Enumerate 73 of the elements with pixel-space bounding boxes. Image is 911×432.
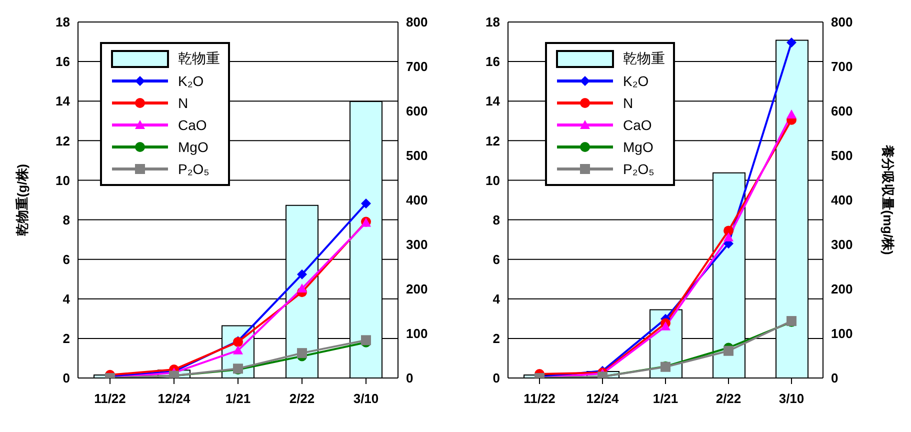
y2-tick-label: 400 bbox=[831, 192, 853, 208]
y2-tick-label: 800 bbox=[406, 14, 428, 30]
y-tick-label: 4 bbox=[62, 292, 71, 307]
y2-tick-label: 300 bbox=[406, 237, 428, 252]
point bbox=[297, 348, 307, 358]
y-tick-label: 8 bbox=[492, 212, 500, 228]
legend-label: N bbox=[178, 95, 188, 111]
y-tick-label: 14 bbox=[486, 94, 501, 109]
y2-tick-label: 300 bbox=[831, 237, 853, 252]
y-tick-label: 4 bbox=[492, 292, 501, 307]
x-tick-label: 11/22 bbox=[524, 391, 556, 406]
y-tick-label: 14 bbox=[56, 94, 71, 109]
legend-label: 乾物重 bbox=[178, 50, 220, 68]
x-tick-label: 12/24 bbox=[158, 391, 192, 406]
y-tick-label: 0 bbox=[492, 370, 500, 386]
x-tick-label: 2/22 bbox=[716, 391, 742, 406]
y-tick-label: 18 bbox=[486, 14, 500, 30]
y-tick-label: 12 bbox=[56, 133, 70, 148]
legend-label: MgO bbox=[623, 139, 654, 155]
point bbox=[724, 226, 734, 236]
x-tick-label: 3/10 bbox=[778, 391, 804, 406]
y2-tick-label: 400 bbox=[406, 192, 428, 208]
point bbox=[724, 232, 734, 242]
legend-label: MgO bbox=[178, 139, 208, 155]
legend-label: CaO bbox=[623, 117, 652, 133]
y-axis-title: 乾物重(g/株) bbox=[14, 164, 30, 236]
y-tick-label: 2 bbox=[492, 331, 500, 346]
y-tick-label: 16 bbox=[486, 54, 500, 70]
y2-tick-label: 0 bbox=[831, 370, 838, 386]
point bbox=[724, 346, 734, 356]
y2-tick-label: 500 bbox=[831, 148, 853, 164]
y-tick-label: 6 bbox=[62, 252, 70, 267]
x-tick-label: 3/10 bbox=[353, 391, 379, 406]
y2-tick-label: 700 bbox=[406, 59, 428, 74]
x-tick-label: 11/22 bbox=[94, 391, 126, 406]
y-tick-label: 8 bbox=[62, 212, 70, 228]
x-tick-label: 1/21 bbox=[652, 391, 678, 406]
y-tick-label: 12 bbox=[486, 133, 500, 148]
y-tick-label: 2 bbox=[62, 331, 70, 346]
y-tick-label: 18 bbox=[56, 14, 70, 30]
y2-tick-label: 600 bbox=[406, 104, 428, 119]
x-tick-label: 2/22 bbox=[289, 391, 315, 406]
point bbox=[297, 284, 307, 293]
y2-tick-label: 800 bbox=[831, 14, 853, 30]
y-tick-label: 10 bbox=[486, 172, 500, 188]
y2-tick-label: 200 bbox=[831, 282, 853, 297]
point bbox=[786, 37, 796, 48]
legend-label: K₂O bbox=[178, 73, 204, 89]
legend-label: N bbox=[623, 95, 634, 111]
point bbox=[660, 321, 670, 330]
point bbox=[786, 110, 796, 119]
y2-tick-label: 0 bbox=[406, 370, 414, 386]
y2-tick-label: 100 bbox=[406, 326, 428, 342]
point bbox=[233, 345, 243, 354]
point bbox=[297, 269, 307, 280]
y2-tick-label: 500 bbox=[406, 148, 428, 164]
x-tick-label: 1/21 bbox=[225, 391, 251, 406]
legend-label: P₂O₅ bbox=[623, 161, 654, 177]
legend-label: CaO bbox=[178, 117, 207, 133]
y-tick-label: 16 bbox=[56, 54, 70, 70]
legend-label: P₂O₅ bbox=[178, 161, 210, 177]
y2-tick-label: 100 bbox=[831, 326, 853, 342]
y2-axis-title: 養分吸収量(mg/株) bbox=[880, 144, 896, 255]
y2-tick-label: 700 bbox=[831, 59, 853, 74]
y-tick-label: 6 bbox=[492, 252, 500, 267]
legend-label: K₂O bbox=[623, 73, 649, 89]
y2-tick-label: 600 bbox=[831, 104, 853, 119]
y-tick-label: 10 bbox=[56, 172, 70, 188]
y-tick-label: 0 bbox=[62, 370, 70, 386]
point bbox=[361, 198, 371, 209]
legend-label: 乾物重 bbox=[623, 50, 665, 68]
x-tick-label: 12/24 bbox=[586, 391, 620, 406]
y2-tick-label: 200 bbox=[406, 282, 428, 297]
